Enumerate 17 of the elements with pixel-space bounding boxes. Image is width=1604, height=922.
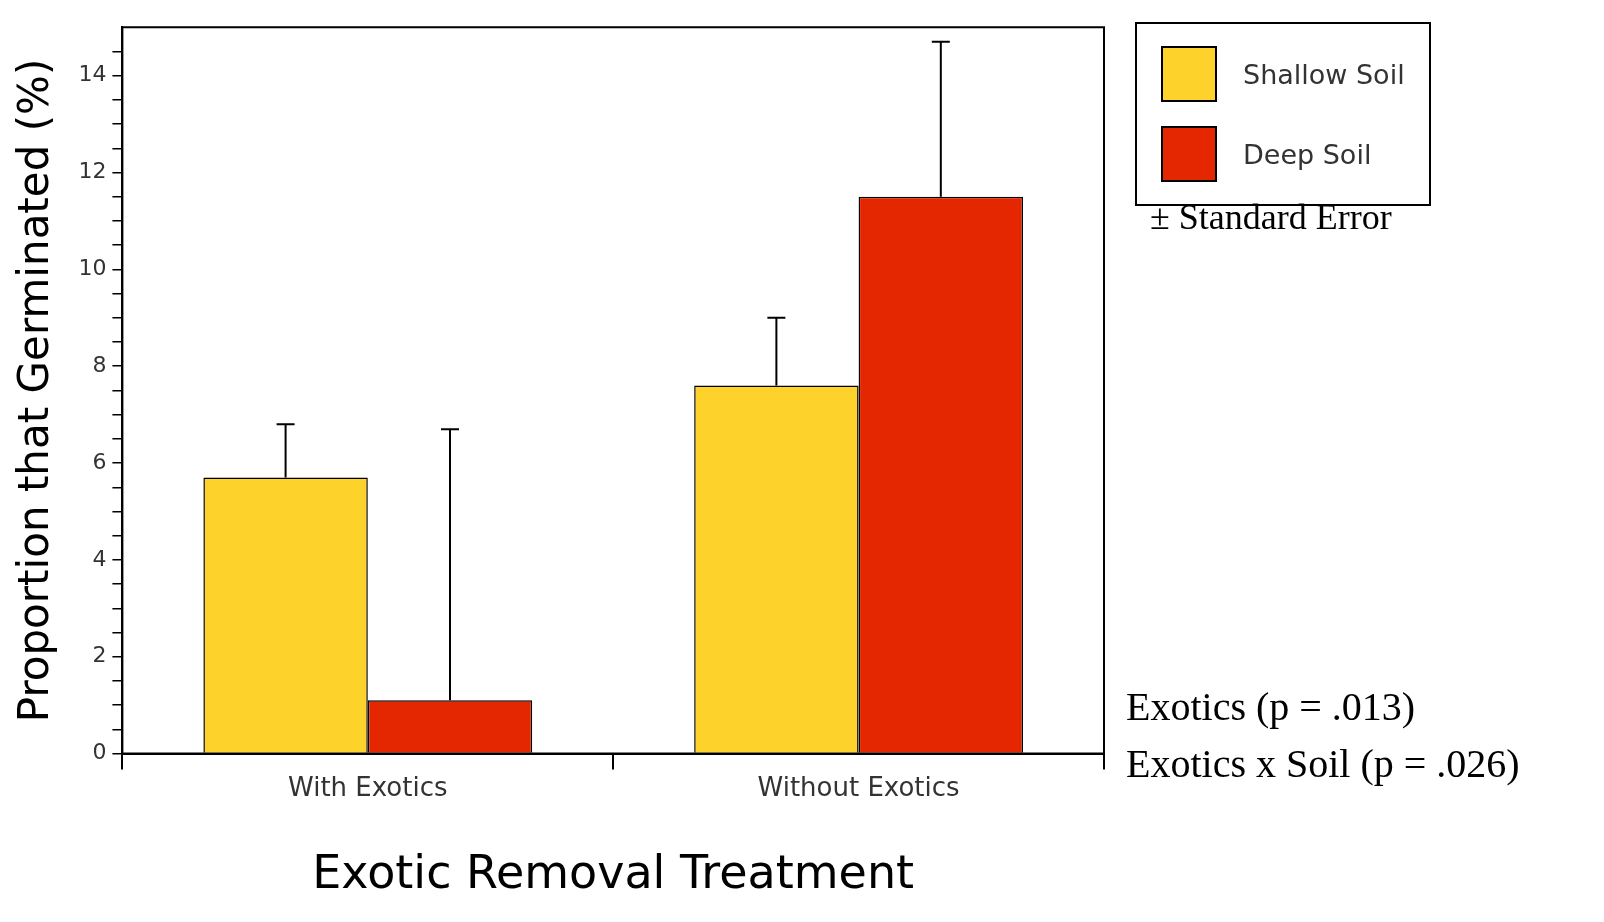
y-tick-label: 0 [92, 739, 107, 765]
y-tick-label: 10 [78, 255, 107, 281]
legend-label: Shallow Soil [1243, 58, 1405, 90]
text: Exotics (p = .013) [1126, 683, 1417, 731]
y-tick-label: 2 [92, 642, 107, 668]
text: ± Standard Error [1150, 196, 1392, 238]
x-tick-label: With Exotics [288, 771, 448, 802]
y-tick-label: 4 [92, 545, 107, 571]
x-axis-title: Exotic Removal Treatment [312, 845, 915, 900]
text: Exotics x Soil (p = .026) [1126, 740, 1520, 788]
y-tick-label: 6 [92, 448, 107, 474]
y-tick-label: 8 [92, 351, 107, 377]
y-axis-title: Proportion that Germinated (%) [9, 58, 59, 723]
legend-label: Deep Soil [1243, 138, 1372, 170]
y-tick-label: 12 [78, 158, 107, 184]
x-tick-label: Without Exotics [757, 771, 960, 802]
y-tick-label: 14 [78, 61, 107, 87]
